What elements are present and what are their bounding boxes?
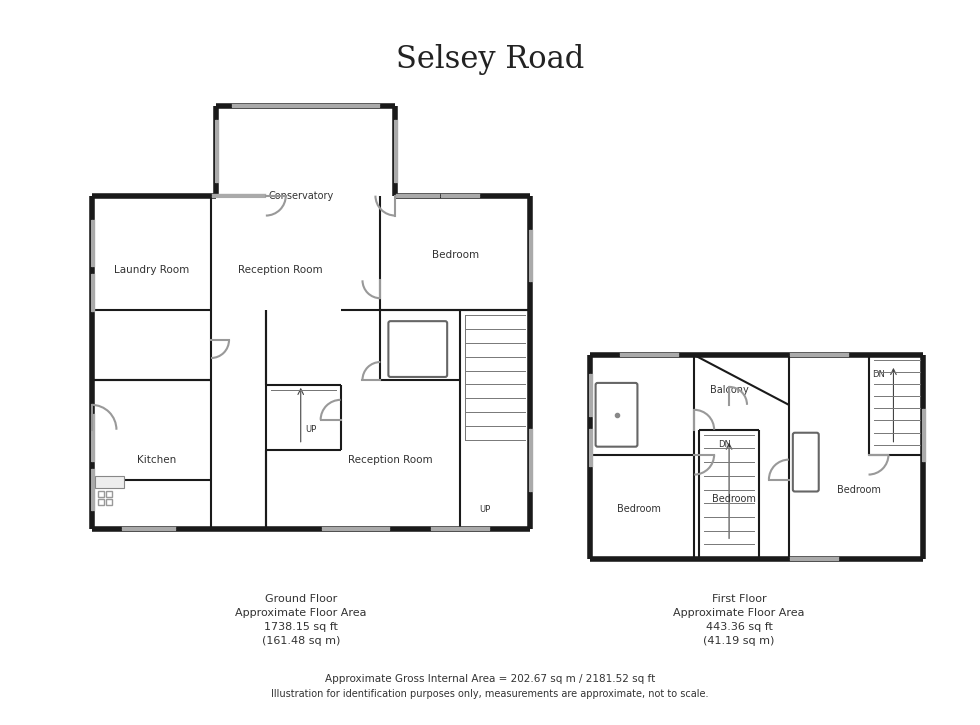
Text: Ground Floor
Approximate Floor Area
1738.15 sq ft
(161.48 sq m): Ground Floor Approximate Floor Area 1738… bbox=[235, 594, 367, 646]
Text: Approximate Gross Internal Area = 202.67 sq m / 2181.52 sq ft: Approximate Gross Internal Area = 202.67… bbox=[325, 674, 655, 684]
Text: Bedroom: Bedroom bbox=[712, 494, 756, 505]
Text: Bedroom: Bedroom bbox=[837, 484, 880, 494]
Bar bbox=[94, 476, 124, 487]
Text: Conservatory: Conservatory bbox=[269, 191, 333, 201]
Text: First Floor
Approximate Floor Area
443.36 sq ft
(41.19 sq m): First Floor Approximate Floor Area 443.3… bbox=[673, 594, 805, 646]
Text: UP: UP bbox=[479, 505, 491, 514]
Text: Selsey Road: Selsey Road bbox=[396, 44, 584, 75]
FancyBboxPatch shape bbox=[793, 433, 818, 492]
Text: Bedroom: Bedroom bbox=[617, 505, 662, 515]
Text: DN: DN bbox=[872, 370, 885, 379]
Text: DN: DN bbox=[717, 440, 730, 450]
Text: Laundry Room: Laundry Room bbox=[114, 265, 189, 276]
FancyBboxPatch shape bbox=[596, 383, 637, 447]
Text: Kitchen: Kitchen bbox=[136, 455, 175, 465]
FancyBboxPatch shape bbox=[388, 321, 447, 377]
Text: Reception Room: Reception Room bbox=[348, 455, 433, 465]
Text: Bedroom: Bedroom bbox=[431, 250, 478, 260]
Text: Reception Room: Reception Room bbox=[238, 265, 323, 276]
Text: Illustration for identification purposes only, measurements are approximate, not: Illustration for identification purposes… bbox=[271, 689, 709, 699]
Text: Balcony: Balcony bbox=[710, 385, 749, 395]
Text: UP: UP bbox=[305, 426, 317, 434]
